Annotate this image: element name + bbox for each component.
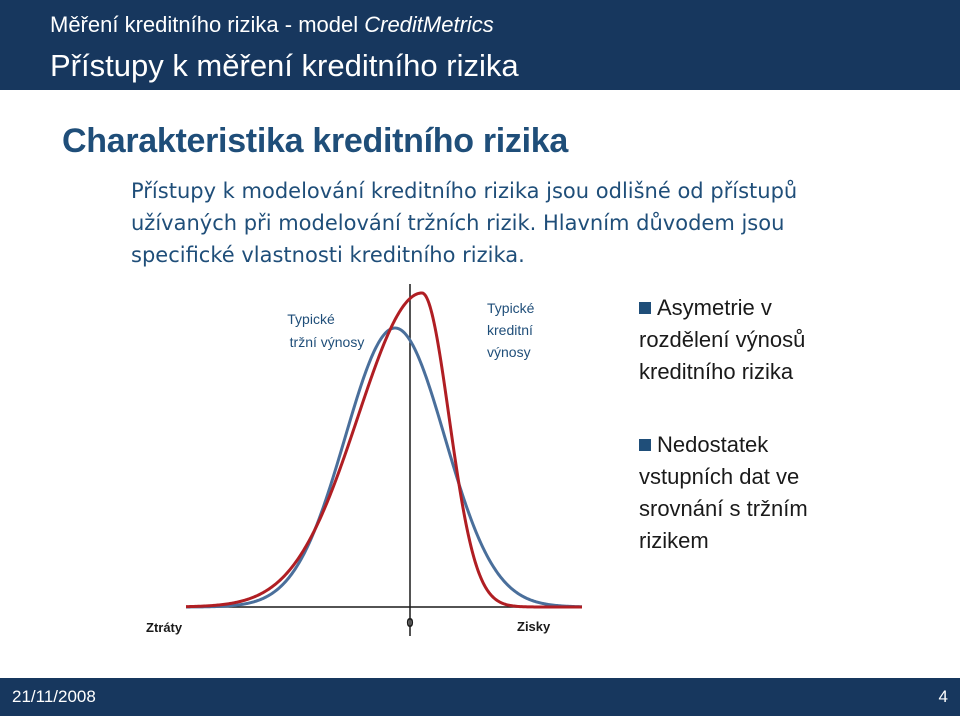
bullet-line: rizikem	[639, 528, 709, 553]
header-subtitle-text: Měření kreditního rizika - model	[50, 12, 365, 37]
slide-title: Charakteristika kreditního rizika	[62, 122, 568, 160]
bullet-line: kreditního rizika	[639, 359, 794, 384]
square-bullet-icon	[639, 302, 651, 314]
intro-line: užívaných při modelování tržních rizik. …	[131, 211, 785, 235]
bullet-line: rozdělení výnosů	[639, 327, 806, 352]
market-label-line1: Typické	[287, 311, 335, 327]
market-returns-curve	[185, 326, 583, 609]
axis-label-gains: Zisky	[517, 619, 551, 634]
bullet-line: Asymetrie v	[639, 292, 805, 324]
footer-date: 21/11/2008	[12, 687, 96, 706]
bullet-line: Nedostatek	[639, 429, 808, 461]
bullet-data-shortage: Nedostatek vstupních dat ve srovnání s t…	[639, 429, 808, 557]
credit-returns-curve	[185, 291, 582, 609]
intro-paragraph: Přístupy k modelování kreditního rizika …	[131, 175, 821, 271]
header-subtitle: Měření kreditního rizika - model CreditM…	[50, 12, 494, 38]
header-subtitle-italic: CreditMetrics	[364, 12, 494, 37]
bullet-text: Nedostatek	[657, 432, 769, 457]
market-label-line2: tržní výnosy	[290, 334, 365, 350]
bullet-line: srovnání s tržním	[639, 496, 808, 521]
header-main-title: Přístupy k měření kreditního rizika	[50, 48, 519, 83]
page-number: 4	[938, 687, 948, 706]
bullet-asymmetry: Asymetrie v rozdělení výnosů kreditního …	[639, 292, 805, 388]
slide-footer: 21/11/2008 4	[0, 678, 960, 716]
credit-label-line3: výnosy	[487, 344, 531, 360]
intro-line: Přístupy k modelování kreditního rizika …	[131, 179, 798, 203]
axis-label-zero: 0	[406, 615, 413, 630]
credit-label-line1: Typické	[487, 300, 535, 316]
intro-line: specifické vlastnosti kreditního rizika.	[131, 243, 525, 267]
bullet-line: vstupních dat ve	[639, 464, 800, 489]
slide-header: Měření kreditního rizika - model CreditM…	[0, 0, 960, 90]
bullet-text: Asymetrie v	[657, 295, 772, 320]
credit-label-line2: kreditní	[487, 322, 533, 338]
square-bullet-icon	[639, 439, 651, 451]
axis-label-losses: Ztráty	[146, 620, 183, 635]
